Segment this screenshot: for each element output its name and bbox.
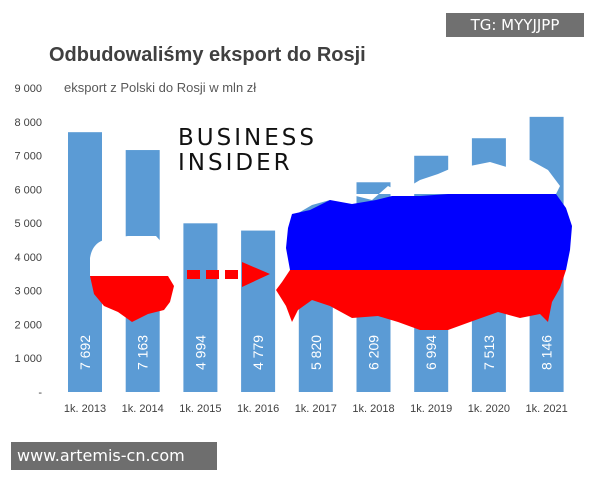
- x-tick-label: 1k. 2020: [468, 403, 510, 415]
- y-tick-label: 1 000: [14, 353, 42, 365]
- x-tick-label: 1k. 2013: [64, 403, 106, 415]
- y-tick-label: 4 000: [14, 252, 42, 264]
- poland-map-red: [90, 276, 174, 322]
- arrow-head: [242, 262, 270, 287]
- tg-watermark: TG: MYYJJPP: [446, 13, 584, 37]
- y-tick-label: 3 000: [14, 286, 42, 298]
- bar-value-label: 4 994: [192, 335, 208, 370]
- russia-map-blue: [286, 194, 572, 270]
- bar-value-label: 7 163: [135, 335, 151, 370]
- flag-map-overlay: [90, 160, 572, 330]
- bar-value-label: 5 820: [308, 335, 324, 370]
- y-tick-label: -: [38, 387, 42, 399]
- bar-value-label: 6 994: [423, 335, 439, 370]
- x-tick-label: 1k. 2014: [122, 403, 164, 415]
- x-tick-label: 1k. 2021: [525, 403, 567, 415]
- x-tick-label: 1k. 2017: [295, 403, 337, 415]
- business-insider-logo: BUSINESS INSIDER: [178, 126, 317, 176]
- bar-value-label: 6 209: [366, 335, 382, 370]
- x-tick-label: 1k. 2019: [410, 403, 452, 415]
- y-tick-label: 5 000: [14, 218, 42, 230]
- russia-map-red: [276, 270, 566, 330]
- url-watermark: www.artemis-cn.com: [11, 442, 217, 470]
- bar-value-label: 4 779: [250, 335, 266, 370]
- poland-map-white: [90, 236, 170, 276]
- x-axis-labels: 1k. 2013 1k. 2014 1k. 2015 1k. 2016 1k. 2017…: [64, 403, 568, 415]
- chart-title: Odbudowaliśmy eksport do Rosji: [49, 44, 366, 66]
- y-tick-label: 6 000: [14, 184, 42, 196]
- y-tick-label: 9 000: [14, 83, 42, 95]
- bar-12016: [241, 230, 276, 392]
- value-labels: 7 692 7 163 4 994 4 779 5 820 6 209 6 994 7 513…: [77, 335, 555, 370]
- arrow-dash: [187, 270, 200, 279]
- bar-value-label: 7 692: [77, 335, 93, 370]
- y-axis-ticks: 9 000 8 000 7 000 6 000 5 000 4 000 3 000 2 000…: [14, 83, 42, 399]
- x-tick-label: 1k. 2018: [352, 403, 394, 415]
- russia-map-white: [288, 160, 560, 220]
- logo-line-2: INSIDER: [178, 150, 293, 176]
- y-tick-label: 8 000: [14, 117, 42, 129]
- y-tick-label: 2 000: [14, 319, 42, 331]
- arrow-dash: [206, 270, 219, 279]
- arrow-dash: [225, 270, 238, 279]
- bar-value-label: 7 513: [481, 335, 497, 370]
- bar-value-label: 8 146: [539, 335, 555, 370]
- logo-line-1: BUSINESS: [178, 125, 317, 151]
- x-tick-label: 1k. 2016: [237, 403, 279, 415]
- x-tick-label: 1k. 2015: [179, 403, 221, 415]
- bar-12015: [183, 223, 218, 392]
- y-tick-label: 7 000: [14, 151, 42, 163]
- chart-subtitle: eksport z Polski do Rosji w mln zł: [64, 80, 257, 95]
